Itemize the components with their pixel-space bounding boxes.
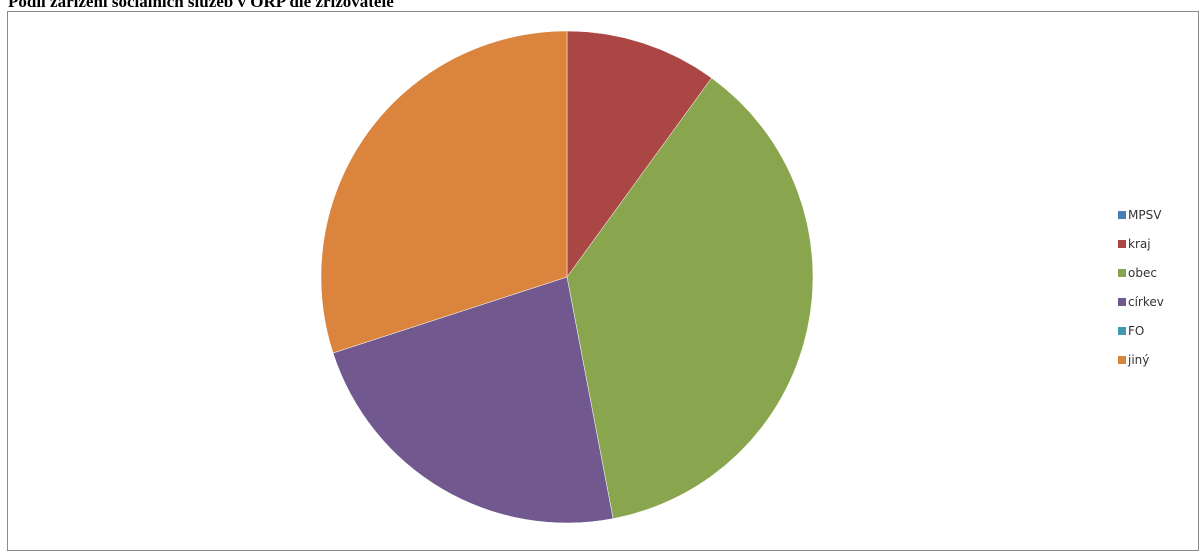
pie-slice-kraj xyxy=(566,30,712,278)
pie-slice-jiny xyxy=(320,30,568,354)
legend-item-kraj: kraj xyxy=(1118,229,1200,258)
legend-label: MPSV xyxy=(1128,207,1162,222)
legend-label: kraj xyxy=(1128,236,1151,251)
pie-chart xyxy=(320,30,814,524)
legend-swatch xyxy=(1118,210,1126,219)
legend-item-fo: FO xyxy=(1118,316,1200,345)
legend-swatch xyxy=(1118,297,1126,306)
legend-swatch xyxy=(1118,268,1126,277)
chart-legend: MPSV kraj obec církev FO jiný xyxy=(1118,200,1200,374)
legend-label: obec xyxy=(1128,265,1157,280)
legend-item-obec: obec xyxy=(1118,258,1200,287)
legend-label: jiný xyxy=(1128,352,1150,367)
pie-slice-cirkev xyxy=(332,276,614,524)
legend-item-cirkev: církev xyxy=(1118,287,1200,316)
chart-area: MPSV kraj obec církev FO jiný xyxy=(7,11,1199,551)
legend-swatch xyxy=(1118,355,1126,364)
page-title: Podíl zařízení sociálních služeb v ORP d… xyxy=(8,0,394,11)
pie-slice-obec xyxy=(566,77,814,519)
legend-swatch xyxy=(1118,239,1126,248)
legend-swatch xyxy=(1118,326,1126,335)
legend-label: církev xyxy=(1128,294,1164,309)
legend-label: FO xyxy=(1128,323,1145,338)
legend-item-jiny: jiný xyxy=(1118,345,1200,374)
legend-item-mpsv: MPSV xyxy=(1118,200,1200,229)
